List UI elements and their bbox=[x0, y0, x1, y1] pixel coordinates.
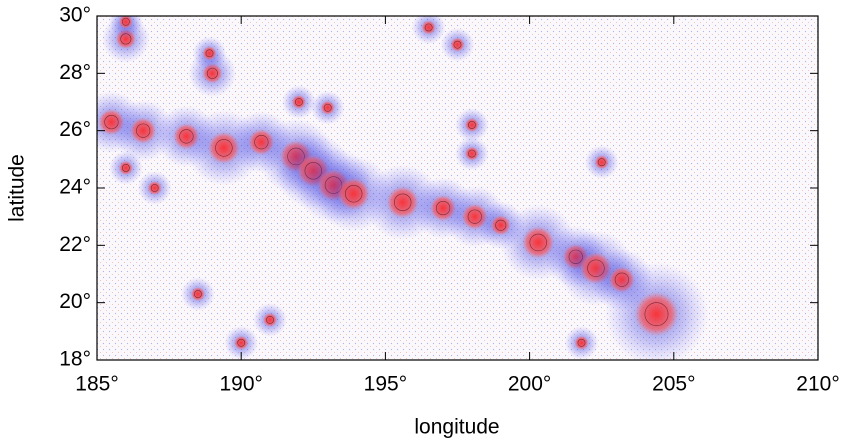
contour bbox=[150, 184, 159, 192]
contour bbox=[323, 103, 332, 112]
anomaly-layer bbox=[97, 16, 709, 360]
positive-core bbox=[574, 335, 589, 350]
y-tick-label: 28° bbox=[59, 61, 91, 84]
contour bbox=[237, 338, 246, 347]
positive-core bbox=[464, 117, 479, 132]
contour bbox=[266, 315, 274, 324]
y-tick-label: 18° bbox=[59, 348, 91, 371]
axes: 185° 190° 195° 200° 205° 210° 18° 20° 22° 24° 26° 2… bbox=[59, 4, 839, 396]
contour bbox=[121, 164, 130, 172]
anomaly bbox=[584, 145, 619, 180]
positive-core bbox=[291, 95, 306, 109]
contour bbox=[205, 49, 214, 58]
x-tick-label: 205° bbox=[652, 373, 695, 396]
positive-core bbox=[337, 177, 370, 210]
x-tick-label: 210° bbox=[796, 373, 839, 396]
positive-core bbox=[450, 37, 465, 52]
y-tick-label: 30° bbox=[59, 4, 91, 27]
positive-core bbox=[202, 46, 217, 61]
contour bbox=[529, 233, 547, 252]
positive-core bbox=[320, 100, 335, 115]
anomaly bbox=[411, 16, 446, 45]
x-tick-label: 185° bbox=[75, 373, 118, 396]
positive-core bbox=[263, 312, 278, 327]
positive-core bbox=[594, 155, 609, 170]
x-tick-label: 200° bbox=[508, 373, 551, 396]
anomaly bbox=[180, 277, 215, 312]
y-tick-label: 22° bbox=[59, 233, 91, 256]
anomaly bbox=[454, 107, 489, 142]
positive-core bbox=[118, 16, 133, 29]
y-tick-label: 24° bbox=[59, 176, 91, 199]
anomaly bbox=[108, 150, 143, 185]
positive-core bbox=[147, 181, 162, 195]
contour bbox=[577, 338, 586, 347]
anomaly bbox=[224, 325, 259, 360]
contour bbox=[194, 290, 202, 298]
anomaly bbox=[108, 16, 143, 39]
x-axis-label: longitude bbox=[414, 416, 499, 439]
contour bbox=[468, 149, 476, 158]
anomaly bbox=[564, 325, 599, 360]
anomaly bbox=[310, 90, 345, 125]
contour bbox=[468, 121, 476, 129]
anomaly bbox=[281, 85, 316, 119]
positive-core bbox=[234, 335, 249, 350]
positive-core bbox=[386, 186, 419, 219]
anomaly bbox=[454, 136, 489, 171]
anomaly bbox=[192, 36, 227, 71]
positive-core bbox=[118, 160, 133, 175]
anomaly bbox=[440, 27, 475, 62]
contour bbox=[344, 185, 363, 203]
contour bbox=[121, 17, 130, 26]
contour bbox=[644, 302, 669, 327]
contour bbox=[597, 158, 606, 167]
anomaly bbox=[253, 302, 288, 337]
y-axis-label: latitude bbox=[6, 154, 29, 222]
positive-core bbox=[130, 117, 157, 144]
y-tick-label: 20° bbox=[59, 290, 91, 313]
contour bbox=[424, 23, 433, 32]
contour bbox=[453, 40, 462, 49]
contour bbox=[294, 98, 303, 106]
positive-core bbox=[421, 20, 436, 35]
positive-core bbox=[190, 287, 205, 302]
contour bbox=[394, 193, 412, 212]
x-tick-label: 190° bbox=[219, 373, 262, 396]
anomaly bbox=[604, 262, 709, 360]
x-tick-label: 195° bbox=[364, 373, 407, 396]
anomaly bbox=[137, 171, 172, 205]
y-tick-label: 26° bbox=[59, 118, 91, 141]
contour bbox=[136, 123, 151, 138]
positive-core bbox=[634, 292, 679, 337]
positive-core bbox=[464, 146, 479, 161]
